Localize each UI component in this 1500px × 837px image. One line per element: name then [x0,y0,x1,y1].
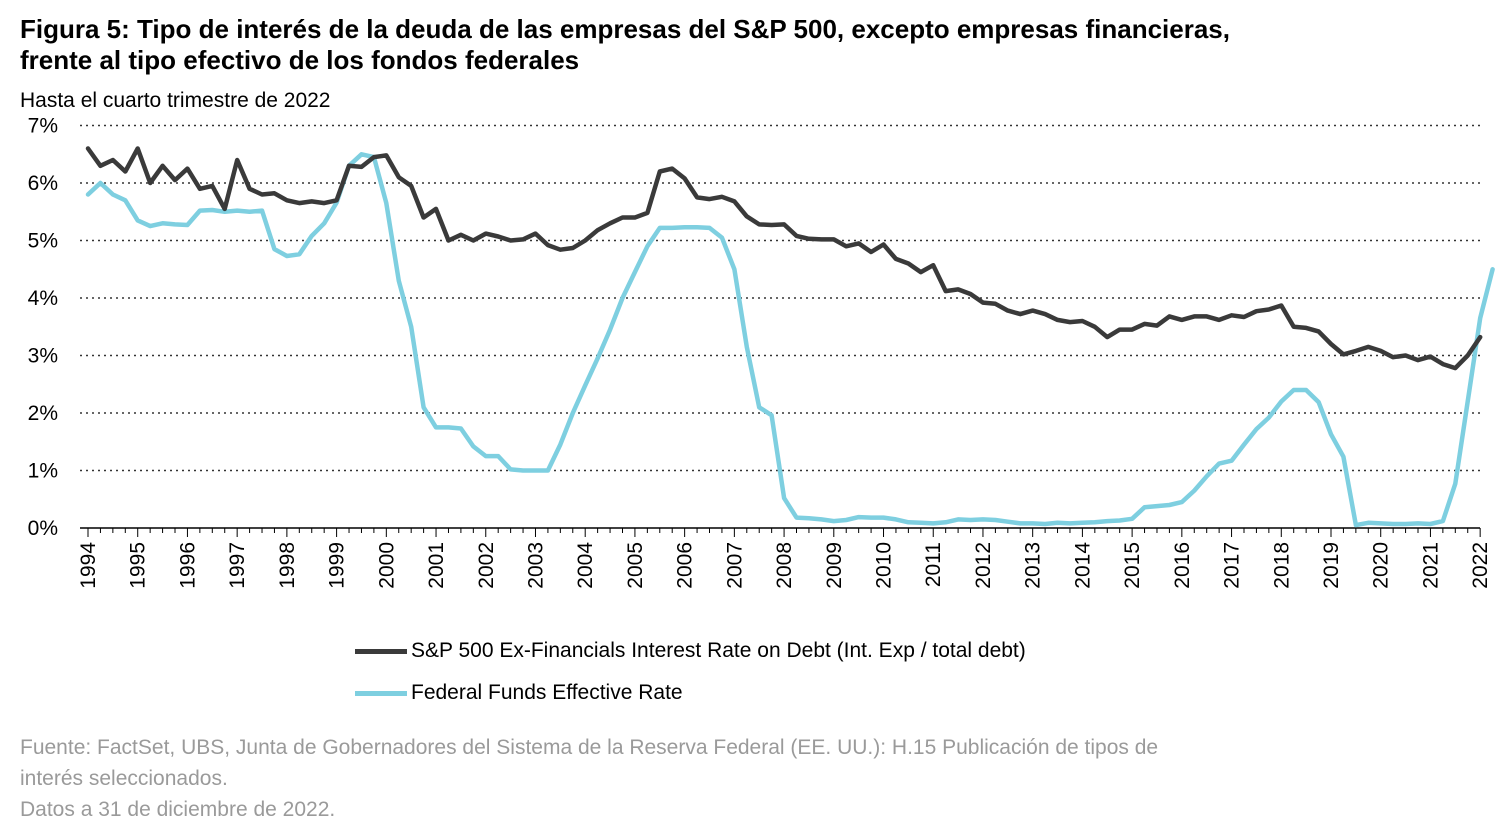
legend-label-sp500: S&P 500 Ex-Financials Interest Rate on D… [411,639,1026,662]
x-tick-label: 2004 [574,542,597,589]
y-tick-label: 2% [28,402,58,425]
x-tick-label: 2019 [1320,542,1343,589]
chart-subtitle: Hasta el cuarto trimestre de 2022 [20,89,331,112]
series-line-fed-funds [85,152,1495,528]
x-tick-label: 2009 [823,542,846,589]
source-line2: interés seleccionados. [20,767,228,790]
legend-swatch-fed-funds [355,690,407,696]
y-axis-tick-labels: 0% 1% 2% 3% 4% 5% 6% 7% [28,115,58,541]
x-tick-label: 2003 [524,542,547,589]
chart-legend: S&P 500 Ex-Financials Interest Rate on D… [355,630,1026,714]
x-tick-label: 2011 [922,542,945,587]
source-line1: Fuente: FactSet, UBS, Junta de Gobernado… [20,736,1159,759]
x-tick-label: 2016 [1171,542,1194,589]
y-tick-label: 4% [28,287,58,310]
chart-title-line1: Figura 5: Tipo de interés de la deuda de… [20,14,1230,44]
y-tick-label: 0% [28,517,58,540]
legend-swatch-sp500 [355,648,407,654]
x-tick-label: 2020 [1370,542,1393,589]
legend-item-sp500: S&P 500 Ex-Financials Interest Rate on D… [355,630,1026,672]
x-tick-label: 2005 [624,542,647,589]
x-tick-label: 2002 [475,542,498,589]
x-axis [80,527,1481,537]
x-tick-label: 2021 [1419,542,1442,589]
x-axis-tick-labels: 1994 1995 1996 1997 1998 1999 2000 2001 2002 2003… [77,542,1492,589]
x-tick-label: 2014 [1071,542,1094,589]
x-tick-label: 2012 [972,542,995,589]
x-tick-label: 1994 [77,542,100,589]
x-tick-label: 2018 [1270,542,1293,589]
legend-item-fed-funds: Federal Funds Effective Rate [355,672,1026,714]
x-tick-label: 2015 [1121,542,1144,589]
x-tick-label: 1998 [276,542,299,589]
x-tick-label: 2013 [1022,542,1045,589]
x-tick-label: 2010 [873,542,896,589]
x-tick-label: 2017 [1221,542,1244,589]
y-tick-label: 5% [28,230,58,253]
series-line-sp500 [85,146,1483,371]
y-tick-label: 3% [28,345,58,368]
chart-series [85,146,1495,528]
x-tick-label: 1996 [176,542,199,589]
y-tick-label: 1% [28,460,58,483]
x-tick-label: 2007 [723,542,746,589]
x-tick-label: 2022 [1469,542,1492,589]
x-tick-label: 2006 [674,542,697,589]
legend-label-fed-funds: Federal Funds Effective Rate [411,681,683,704]
source-note: Fuente: FactSet, UBS, Junta de Gobernado… [20,732,1460,825]
y-tick-label: 7% [28,115,58,138]
x-tick-label: 1997 [226,542,249,589]
chart-title: Figura 5: Tipo de interés de la deuda de… [20,14,1490,76]
source-line3: Datos a 31 de diciembre de 2022. [20,798,336,821]
x-tick-label: 1995 [127,542,150,589]
x-tick-label: 2000 [375,542,398,589]
y-tick-label: 6% [28,172,58,195]
x-tick-label: 1999 [326,542,349,589]
chart-title-line2: frente al tipo efectivo de los fondos fe… [20,45,580,75]
x-tick-label: 2001 [425,542,448,589]
x-tick-label: 2008 [773,542,796,589]
